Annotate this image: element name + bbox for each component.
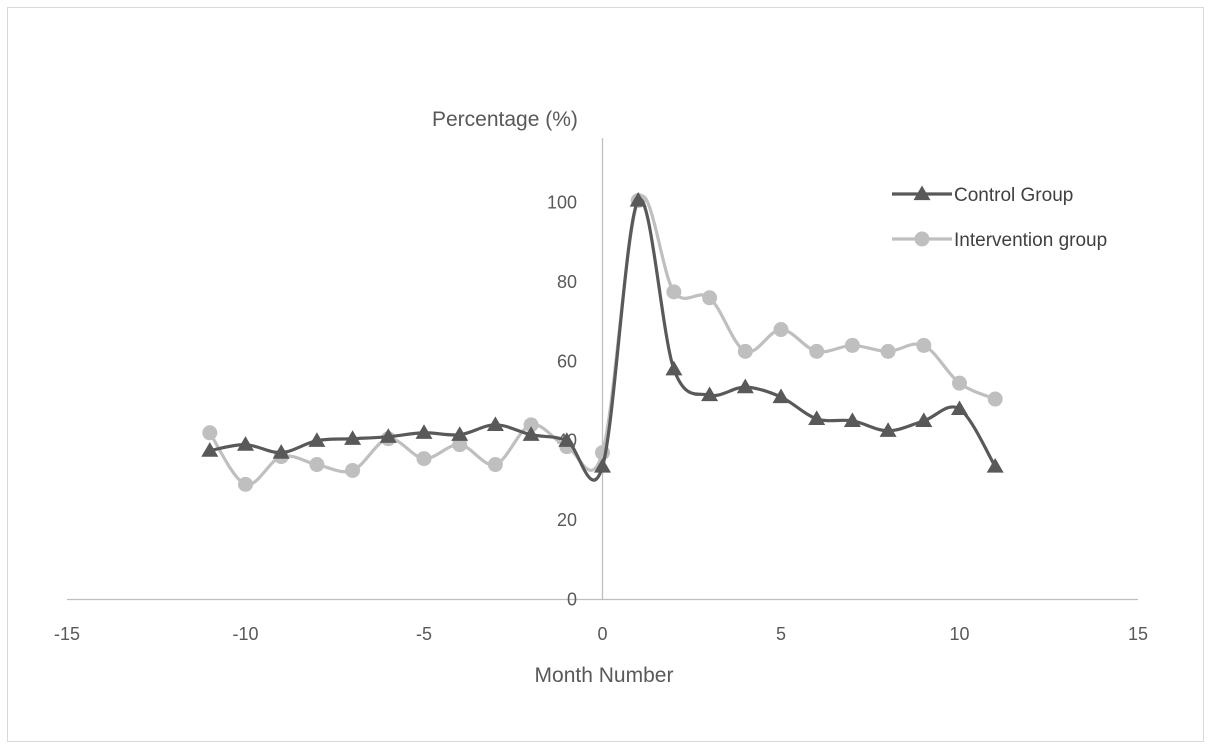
legend-marker bbox=[913, 185, 931, 201]
x-tick-label: 15 bbox=[1128, 624, 1148, 644]
control-group-point bbox=[915, 412, 933, 427]
control-group-point bbox=[201, 442, 219, 457]
control-group-point bbox=[772, 388, 790, 404]
intervention-group-point bbox=[916, 337, 932, 353]
x-tick-label: 5 bbox=[776, 624, 786, 644]
control-group-point bbox=[451, 426, 469, 441]
intervention-group-point bbox=[737, 343, 753, 359]
intervention-group-point bbox=[844, 337, 860, 353]
intervention-group-point bbox=[809, 343, 825, 359]
y-tick-labels: 020406080100 bbox=[547, 193, 577, 610]
legend-item-intervention-group: Intervention group bbox=[892, 230, 1107, 251]
control-group-point bbox=[558, 432, 576, 447]
y-tick-label: 0 bbox=[567, 590, 577, 610]
intervention-group-point bbox=[987, 391, 1003, 407]
control-group-point bbox=[879, 422, 897, 437]
intervention-group-point bbox=[952, 375, 967, 391]
y-axis-title: Percentage (%) bbox=[432, 108, 578, 131]
control-group-point bbox=[415, 424, 433, 439]
control-group-point bbox=[522, 426, 540, 441]
y-tick-label: 20 bbox=[557, 510, 577, 530]
x-tick-label: 10 bbox=[949, 624, 969, 644]
x-tick-label: 0 bbox=[597, 624, 607, 644]
series-layer bbox=[201, 192, 1004, 492]
y-tick-label: 60 bbox=[557, 351, 577, 371]
intervention-group-point bbox=[452, 437, 468, 453]
control-group-point bbox=[486, 416, 504, 431]
intervention-group-point bbox=[309, 457, 325, 473]
intervention-group-point bbox=[880, 343, 896, 359]
x-tick-labels: -15 -10 -5 0 5 10 15 bbox=[54, 624, 1148, 644]
control-group-point bbox=[701, 386, 719, 402]
control-group-point bbox=[237, 436, 254, 451]
x-tick-label: -5 bbox=[416, 624, 432, 644]
legend-label: Intervention group bbox=[954, 230, 1107, 251]
y-tick-label: 80 bbox=[557, 272, 577, 292]
control-group-point bbox=[308, 432, 326, 447]
control-group-point bbox=[379, 428, 397, 443]
control-group-point bbox=[951, 400, 968, 416]
intervention-group-point bbox=[345, 462, 361, 478]
legend-item-control-group: Control Group bbox=[892, 185, 1073, 206]
legend-label: Control Group bbox=[954, 185, 1073, 206]
intervention-group-point bbox=[523, 417, 539, 433]
x-axis-title: Month Number bbox=[535, 664, 674, 687]
axes bbox=[67, 138, 1138, 601]
x-tick-label: -10 bbox=[232, 624, 258, 644]
intervention-group-point bbox=[773, 322, 789, 338]
y-tick-label: 100 bbox=[547, 193, 577, 213]
control-group-series bbox=[201, 192, 1004, 482]
control-group-point bbox=[272, 444, 290, 459]
intervention-group-point bbox=[702, 290, 718, 306]
intervention-group-point bbox=[238, 476, 253, 492]
intervention-group-point bbox=[487, 457, 503, 473]
legend: Control Group Intervention group bbox=[892, 185, 1107, 251]
x-tick-label: -15 bbox=[54, 624, 80, 644]
control-group-point bbox=[843, 412, 861, 427]
control-group-point bbox=[629, 192, 647, 207]
control-group-point bbox=[986, 458, 1004, 473]
control-group-point bbox=[665, 360, 683, 376]
control-group-point bbox=[344, 430, 362, 445]
legend-marker bbox=[914, 231, 930, 247]
intervention-group-point bbox=[416, 451, 432, 467]
intervention-group-point bbox=[202, 425, 218, 441]
control-group-point bbox=[594, 458, 611, 473]
intervention-group-point bbox=[666, 284, 682, 300]
control-group-point bbox=[808, 410, 826, 425]
control-group-point bbox=[736, 378, 754, 394]
